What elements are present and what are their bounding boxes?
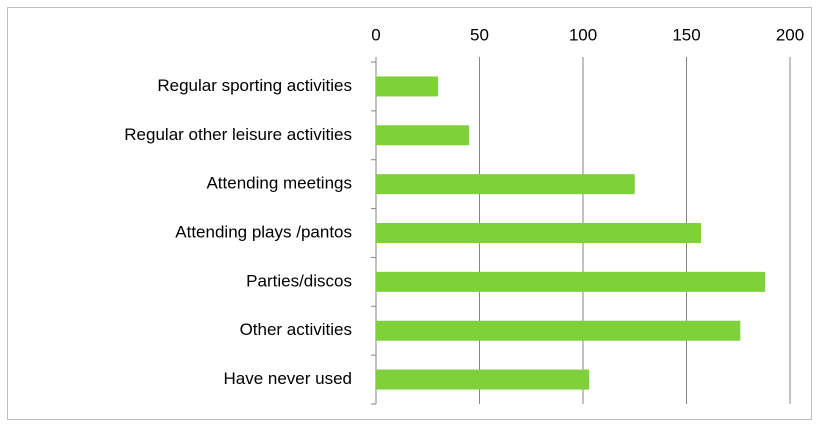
y-tick-label: Regular sporting activities xyxy=(157,76,352,95)
x-tick-label: 50 xyxy=(470,25,489,44)
chart-border xyxy=(7,7,812,420)
y-tick-label: Other activities xyxy=(240,320,352,339)
bar xyxy=(376,125,470,146)
y-tick-label: Have never used xyxy=(223,369,352,388)
bar xyxy=(376,223,701,243)
bar xyxy=(376,271,766,292)
x-tick-label: 100 xyxy=(569,25,597,44)
bar xyxy=(376,76,439,97)
y-tick-label: Attending plays /pantos xyxy=(175,222,352,241)
bar xyxy=(376,174,635,195)
x-tick-label: 150 xyxy=(672,25,700,44)
y-tick-label: Attending meetings xyxy=(206,174,352,193)
y-tick-label: Regular other leisure activities xyxy=(124,125,352,144)
x-tick-label: 200 xyxy=(776,25,804,44)
y-tick-label: Parties/discos xyxy=(246,271,352,290)
bar xyxy=(376,320,741,341)
bar xyxy=(376,369,590,390)
x-tick-label: 0 xyxy=(371,25,380,44)
